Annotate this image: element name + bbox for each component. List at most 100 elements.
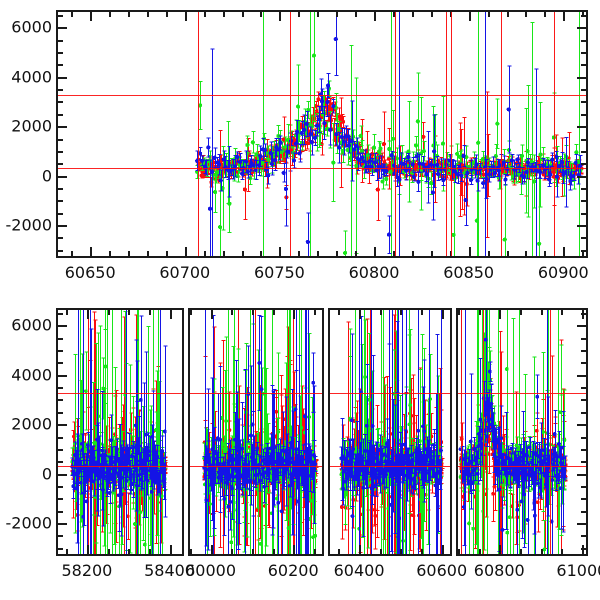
axis-tick <box>90 12 92 21</box>
axis-tick <box>71 251 73 256</box>
axis-tick <box>273 310 275 315</box>
axis-tick <box>359 310 361 319</box>
axis-tick <box>149 310 151 315</box>
axis-tick <box>421 310 423 315</box>
axis-tick <box>185 247 187 256</box>
bottom-xtick-label: 58400 <box>144 561 195 580</box>
axis-tick <box>520 549 522 554</box>
bottom-reference-line-h-0-seg2 <box>189 466 323 468</box>
axis-tick <box>293 310 295 319</box>
axis-tick <box>252 549 254 554</box>
axis-tick <box>581 163 586 165</box>
axis-tick <box>58 114 63 116</box>
axis-tick <box>166 251 168 256</box>
axis-tick <box>544 12 546 17</box>
axis-break-gap <box>181 310 190 554</box>
axis-tick <box>108 549 110 554</box>
top-reference-line-v-4 <box>450 12 452 256</box>
axis-tick <box>488 12 490 17</box>
axis-tick <box>58 535 63 537</box>
axis-tick <box>581 114 586 116</box>
axis-tick <box>561 310 563 315</box>
axis-tick <box>58 449 63 451</box>
axis-tick <box>58 375 67 377</box>
axis-tick <box>458 310 460 315</box>
top-reference-line-v-6 <box>553 12 555 256</box>
bottom-xtick-label: 61000 <box>556 561 600 580</box>
axis-tick <box>442 545 444 554</box>
axis-tick <box>541 549 543 554</box>
axis-tick <box>582 251 584 256</box>
axis-tick <box>393 251 395 256</box>
axis-tick <box>58 548 63 550</box>
axis-tick <box>400 549 402 554</box>
bottom-ytick-label: 4000 <box>11 365 52 385</box>
top-reference-line-h-0 <box>58 168 586 170</box>
axis-tick <box>577 424 586 426</box>
axis-tick <box>577 225 586 227</box>
axis-tick <box>581 101 586 103</box>
axis-tick <box>442 310 444 319</box>
axis-tick <box>431 251 433 256</box>
axis-tick <box>577 126 586 128</box>
axis-tick <box>58 474 67 476</box>
axis-tick <box>577 474 586 476</box>
axis-tick <box>541 310 543 315</box>
bottom-reference-line-v-2 <box>549 310 551 554</box>
axis-tick <box>170 310 172 319</box>
axis-tick <box>242 12 244 17</box>
axis-tick <box>223 251 225 256</box>
axis-tick <box>581 200 586 202</box>
axis-tick <box>58 362 63 364</box>
axis-break-gap <box>322 310 331 554</box>
axis-tick <box>338 549 340 554</box>
axis-tick <box>58 387 63 389</box>
axis-tick <box>58 77 67 79</box>
axis-tick <box>581 89 586 91</box>
bottom-panel-plot-area <box>58 310 586 554</box>
axis-tick <box>469 12 471 21</box>
bottom-reference-line-v-1 <box>482 310 484 554</box>
axis-tick <box>58 139 63 141</box>
axis-tick <box>204 251 206 256</box>
axis-tick <box>544 251 546 256</box>
bottom-ytick-label: -2000 <box>5 513 53 533</box>
axis-tick <box>211 545 213 554</box>
bottom-ytick-label: 0 <box>41 464 52 484</box>
axis-tick <box>581 350 586 352</box>
axis-tick <box>577 325 586 327</box>
axis-tick <box>338 310 340 315</box>
axis-tick <box>581 139 586 141</box>
axis-break-gap <box>449 310 458 554</box>
axis-tick <box>507 12 509 17</box>
axis-tick <box>149 549 151 554</box>
bottom-reference-line-h-0-seg3 <box>330 466 450 468</box>
axis-tick <box>421 549 423 554</box>
axis-tick <box>58 15 63 17</box>
axis-tick <box>58 313 63 315</box>
top-reference-line-v-1 <box>289 12 291 256</box>
axis-tick <box>223 12 225 17</box>
axis-tick <box>58 325 67 327</box>
axis-tick <box>581 437 586 439</box>
bottom-xtick-label: 58200 <box>61 561 113 580</box>
axis-tick <box>260 12 262 17</box>
axis-tick <box>58 338 63 340</box>
axis-tick <box>577 77 586 79</box>
bottom-segment-frame-2 <box>187 308 325 556</box>
axis-tick <box>279 12 281 21</box>
axis-tick <box>128 251 130 256</box>
bottom-segment-frame-3 <box>328 308 452 556</box>
axis-tick <box>147 12 149 17</box>
axis-tick <box>231 310 233 315</box>
axis-tick <box>58 64 63 66</box>
axis-tick <box>581 548 586 550</box>
top-xtick-label: 60750 <box>253 263 305 282</box>
axis-tick <box>231 549 233 554</box>
axis-tick <box>298 12 300 17</box>
axis-tick <box>488 251 490 256</box>
axis-tick <box>58 399 63 401</box>
axis-tick <box>581 213 586 215</box>
bottom-ytick-label: 6000 <box>11 315 52 335</box>
axis-tick <box>58 151 63 153</box>
